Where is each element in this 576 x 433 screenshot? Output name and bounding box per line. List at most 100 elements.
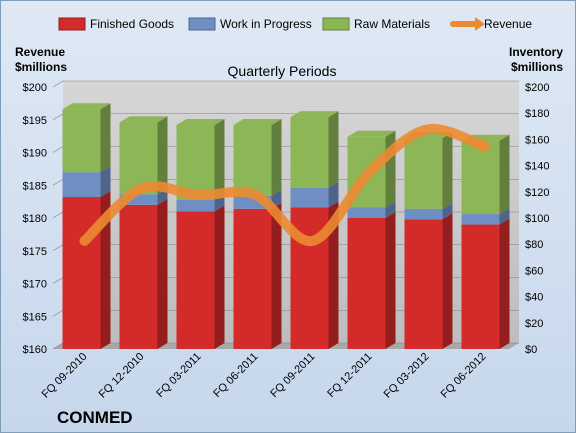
legend-label: Work in Progress [220, 17, 312, 31]
bar-side [499, 218, 510, 349]
gridline-depth [52, 309, 64, 317]
bar-front [62, 109, 101, 173]
bar-top [176, 118, 225, 125]
legend-label: Raw Materials [354, 17, 430, 31]
bar-front [347, 218, 386, 349]
bar-front [233, 208, 272, 349]
bar-side [157, 116, 168, 195]
bar-raw-materials [290, 111, 339, 188]
bar-side [214, 205, 225, 349]
legend: Finished Goods Work in Progress Raw Materi… [58, 17, 532, 31]
right-tick-label: $200 [525, 82, 549, 94]
bar-top [290, 111, 339, 118]
bar-front [62, 172, 101, 198]
bar-front [404, 208, 443, 220]
bar-top [233, 118, 282, 125]
company-name: CONMED [57, 408, 133, 427]
right-tick-label: $160 [525, 134, 549, 146]
bar-side [157, 198, 168, 349]
bar-front [461, 214, 500, 225]
bar-finished-goods [461, 218, 510, 349]
right-axis-title-line-2: $millions [511, 60, 563, 74]
bar-front [290, 117, 329, 188]
right-tick-label: $80 [525, 239, 543, 251]
bar-raw-materials [404, 132, 453, 209]
bar-finished-goods [119, 198, 168, 349]
bar-side [442, 132, 453, 209]
gridline-depth [52, 211, 64, 219]
bar-side [385, 201, 396, 218]
bar-front [233, 124, 272, 196]
left-tick-label: $180 [23, 213, 47, 225]
bar-top [119, 116, 168, 123]
bar-finished-goods [347, 212, 396, 349]
bar-side [214, 118, 225, 200]
bar-side [100, 191, 111, 349]
bar-raw-materials [62, 103, 111, 173]
category-label: FQ 12-2011 [325, 351, 374, 400]
gridline-depth [52, 113, 64, 121]
gridline-depth [52, 80, 64, 88]
bar-front [176, 211, 215, 349]
bar-side [499, 208, 510, 225]
bar-raw-materials [461, 134, 510, 215]
bar-side [157, 188, 168, 205]
bar-work-in-progress [290, 181, 339, 208]
left-tick-label: $190 [23, 148, 47, 160]
bar-side [442, 202, 453, 220]
bar-side [328, 111, 339, 188]
bar-side [385, 212, 396, 349]
gridline-depth [52, 277, 64, 284]
left-tick-label: $195 [23, 115, 47, 127]
bar-work-in-progress [347, 201, 396, 218]
category-label: FQ 09-2010 [40, 351, 90, 401]
bar-top [347, 130, 396, 137]
revenue-arrow-head [478, 138, 492, 153]
legend-label: Finished Goods [90, 17, 174, 31]
bar-side [100, 166, 111, 198]
bar-finished-goods [233, 202, 282, 349]
right-tick-label: $60 [525, 265, 543, 277]
bar-front [347, 207, 386, 218]
gridline-depth [52, 178, 64, 186]
bar-finished-goods [404, 213, 453, 349]
left-tick-label: $185 [23, 180, 47, 192]
category-label: FQ 12-2010 [97, 351, 147, 401]
bar-side [499, 134, 510, 215]
right-tick-label: $40 [525, 292, 543, 304]
bar-front [62, 197, 101, 349]
legend-swatch [188, 17, 216, 31]
right-tick-label: $140 [525, 161, 549, 173]
left-axis-title-line-1: Revenue [15, 45, 65, 59]
chart-subtitle: Quarterly Periods [228, 63, 337, 79]
right-tick-label: $180 [525, 108, 549, 120]
bar-work-in-progress [119, 188, 168, 205]
bar-side [385, 130, 396, 208]
bar-finished-goods [176, 205, 225, 349]
category-label: FQ 06-2011 [211, 351, 260, 400]
bar-work-in-progress [461, 208, 510, 225]
bar-raw-materials [233, 118, 282, 196]
bar-front [119, 204, 158, 349]
bar-front [119, 194, 158, 205]
gridline-depth [52, 244, 64, 252]
left-axis-title-line-2: $millions [15, 60, 67, 74]
category-label: FQ 09-2011 [268, 351, 317, 400]
bar-front [176, 199, 215, 212]
gridline-depth [52, 342, 64, 350]
legend-swatch [58, 17, 86, 31]
right-tick-label: $20 [525, 318, 543, 330]
plot-area: $160 $165 $170 $175 $180 $185 $190 $195 $200 $0 $2… [23, 80, 549, 401]
right-axis-title-line-1: Inventory [509, 45, 563, 59]
left-tick-label: $200 [23, 82, 47, 94]
bar-finished-goods [62, 191, 111, 349]
bar-side [328, 181, 339, 208]
legend-label: Revenue [484, 17, 532, 31]
bar-top [62, 103, 111, 110]
right-tick-label: $100 [525, 213, 549, 225]
bar-side [328, 201, 339, 349]
left-tick-label: $165 [23, 311, 47, 323]
right-tick-label: $0 [525, 344, 537, 356]
bar-front [461, 140, 500, 215]
